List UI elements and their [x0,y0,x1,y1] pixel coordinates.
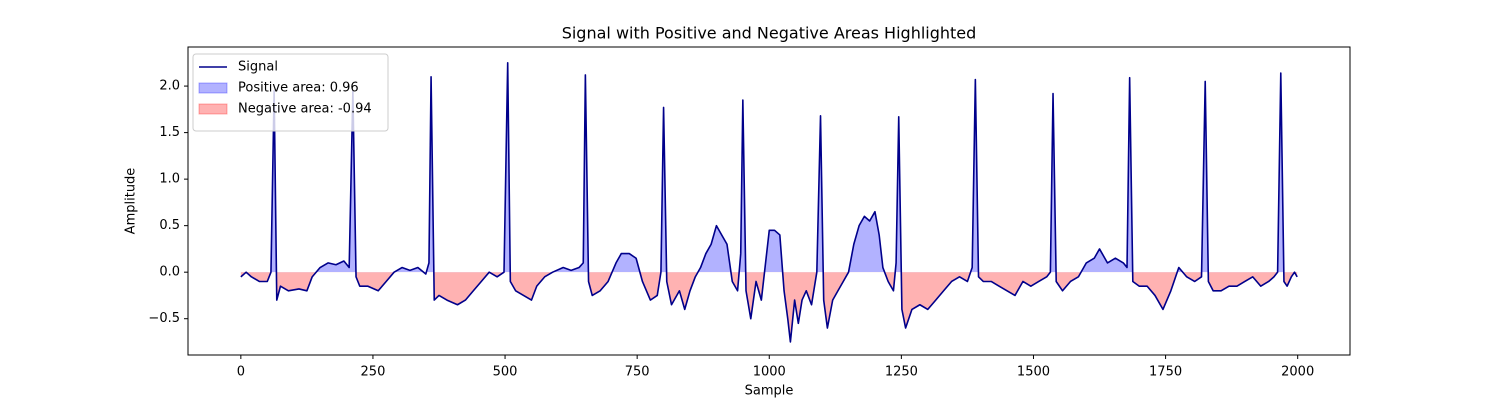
x-tick-label: 1000 [753,365,786,380]
y-tick-label: 1.0 [159,172,180,187]
legend-patch [198,82,228,94]
legend-label: Positive area: 0.96 [238,81,359,96]
x-tick-label: 750 [625,365,650,380]
legend-patch [198,103,228,115]
y-tick-label: 0.5 [159,218,180,233]
y-tick-label: 2.0 [159,79,180,94]
x-axis-label: Sample [745,384,794,399]
area-fill [240,62,1298,273]
chart-title: Signal with Positive and Negative Areas … [562,24,977,43]
y-tick-label: 1.5 [159,125,180,140]
y-axis-label: Amplitude [124,168,139,235]
x-tick-label: 1500 [1017,365,1050,380]
y-tick-label: −0.5 [148,311,180,326]
x-tick-label: 0 [237,365,245,380]
signal-line [240,62,1298,343]
x-tick-label: 1250 [885,365,918,380]
x-tick-label: 250 [361,365,386,380]
x-tick-label: 2000 [1281,365,1314,380]
y-tick-label: 0.0 [159,265,180,280]
legend-box [192,53,389,132]
legend-label: Signal [238,60,278,75]
x-tick-label: 1750 [1149,365,1182,380]
area-fill [240,272,1298,342]
legend-label: Negative area: -0.94 [238,102,372,117]
x-tick-label: 500 [493,365,518,380]
